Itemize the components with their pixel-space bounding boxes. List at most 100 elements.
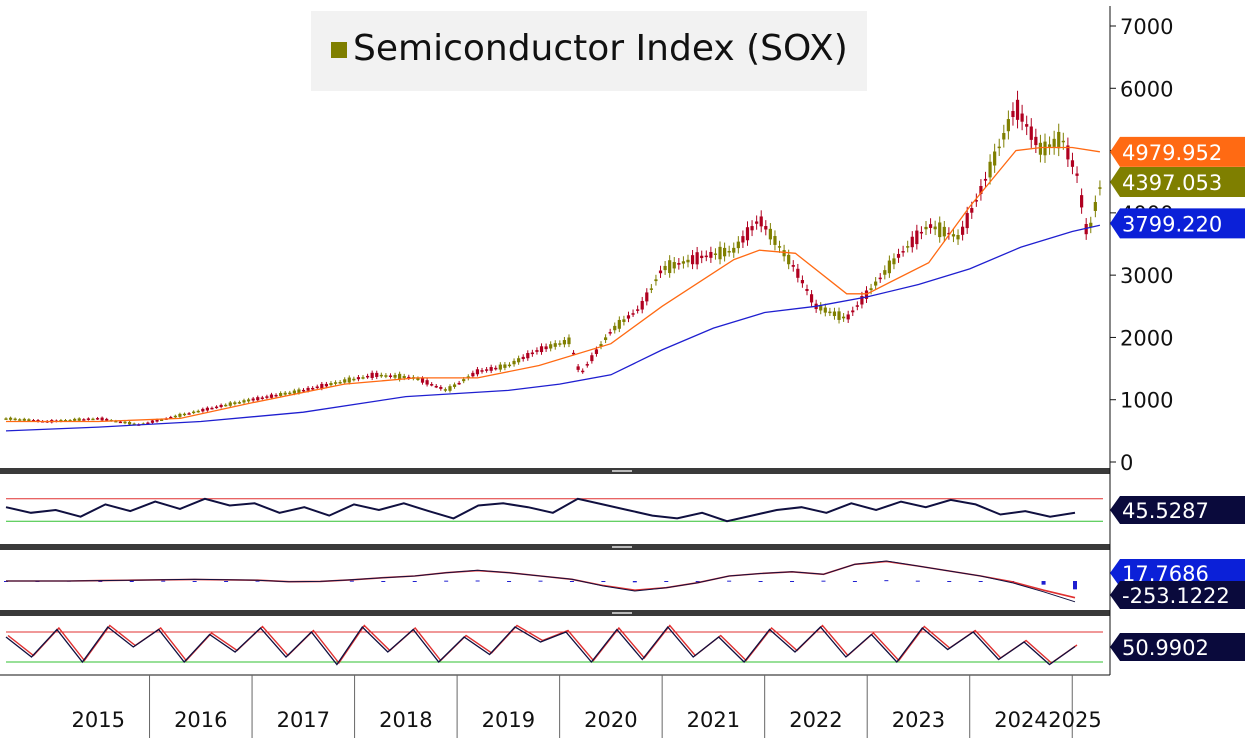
- candle-body: [736, 241, 740, 249]
- macd-histogram-bar: [758, 581, 763, 582]
- candle-body: [613, 325, 617, 331]
- candle-body: [695, 252, 699, 265]
- candle-body: [462, 379, 466, 382]
- candle-body: [965, 213, 969, 229]
- candle-body: [631, 313, 635, 315]
- candle-body: [764, 226, 768, 230]
- candle-body: [938, 222, 942, 238]
- candle-body: [526, 353, 530, 359]
- candle-body: [475, 369, 480, 375]
- candle-body: [237, 402, 242, 404]
- macd-histogram-bar: [1073, 581, 1077, 590]
- candle-body: [777, 246, 782, 248]
- candle-body: [773, 236, 777, 245]
- x-tick-label: 2018: [379, 708, 432, 732]
- candle-body: [146, 422, 150, 425]
- candle-body: [393, 374, 397, 378]
- candle-body: [489, 367, 493, 371]
- macd-histogram-bar: [632, 581, 637, 583]
- candle-body: [846, 314, 850, 320]
- candle-body: [585, 364, 589, 366]
- candle-body: [228, 402, 232, 406]
- candle-body: [59, 419, 63, 422]
- candle-body: [549, 344, 553, 349]
- candle-body: [690, 255, 695, 265]
- y-tick-label: 3000: [1120, 264, 1173, 288]
- candle-body: [480, 370, 484, 372]
- candle-body: [329, 383, 333, 386]
- macd-histogram-bar: [569, 581, 574, 582]
- candle-body: [274, 394, 278, 397]
- candle-body: [924, 226, 928, 230]
- candle-body: [388, 375, 393, 377]
- candle-body: [910, 236, 914, 248]
- candle-body: [622, 319, 626, 322]
- candle-body: [498, 364, 502, 370]
- candle-body: [997, 146, 1001, 149]
- candle-body: [887, 260, 891, 274]
- indicator-line: [5, 625, 1076, 666]
- candle-body: [224, 404, 228, 407]
- x-tick-label: 2020: [584, 708, 637, 732]
- candle-body: [301, 389, 306, 392]
- candle-body: [13, 418, 17, 421]
- candle-body: [105, 418, 109, 421]
- candle-body: [150, 420, 155, 423]
- macd-histogram-bar: [161, 580, 166, 582]
- candle-body: [599, 344, 603, 347]
- candle-body: [915, 230, 919, 245]
- y-tick-label: 7000: [1120, 15, 1173, 39]
- candle-body: [324, 383, 328, 387]
- candle-body: [608, 332, 612, 334]
- candle-body: [617, 319, 621, 329]
- candle-body: [219, 404, 223, 408]
- candle-body: [1089, 222, 1093, 228]
- candle-body: [31, 420, 36, 422]
- candle-body: [494, 367, 498, 370]
- candle-body: [1061, 140, 1065, 143]
- candle-body: [970, 208, 974, 213]
- candle-body: [892, 258, 896, 265]
- candle-body: [443, 389, 448, 391]
- candle-body: [603, 337, 608, 341]
- candle-body: [1047, 144, 1052, 147]
- last-value-tag-ma-long: 3799.220: [1122, 212, 1222, 236]
- macd-line: [6, 560, 1076, 603]
- y-tick-label: 1000: [1120, 389, 1173, 413]
- macd-histogram-bar: [412, 581, 417, 582]
- candle-body: [590, 355, 594, 362]
- candle-body: [279, 393, 283, 396]
- x-tick-label: 2025: [1048, 708, 1101, 732]
- candle-body: [645, 292, 649, 302]
- candle-body: [201, 408, 205, 412]
- candle-body: [800, 280, 805, 284]
- candle-body: [686, 259, 690, 263]
- candle-body: [1015, 99, 1020, 120]
- candle-body: [727, 250, 731, 253]
- macd-histogram-bar: [444, 580, 449, 582]
- candle-body: [658, 270, 663, 274]
- candle-body: [100, 417, 104, 421]
- macd-histogram-bar: [475, 580, 480, 582]
- candle-body: [869, 288, 873, 290]
- candle-body: [484, 369, 489, 371]
- candle-body: [951, 234, 956, 237]
- candle-body: [626, 315, 631, 319]
- candle-body: [1025, 124, 1029, 127]
- panel-divider-grip-0: [612, 470, 632, 472]
- x-tick-label: 2023: [892, 708, 945, 732]
- candle-body: [928, 224, 933, 228]
- candle-body: [210, 407, 214, 410]
- candle-body: [77, 418, 81, 421]
- candle-body: [187, 413, 191, 415]
- candle-body: [384, 375, 388, 377]
- candle-body: [251, 398, 255, 401]
- candle-body: [883, 270, 887, 275]
- candle-body: [1070, 160, 1075, 167]
- candle-body: [636, 309, 640, 311]
- candle-body: [535, 350, 539, 352]
- candle-body: [63, 420, 68, 422]
- y-tick-label: 6000: [1120, 77, 1173, 101]
- macd-histogram-bar: [821, 580, 826, 582]
- candle-body: [91, 418, 95, 421]
